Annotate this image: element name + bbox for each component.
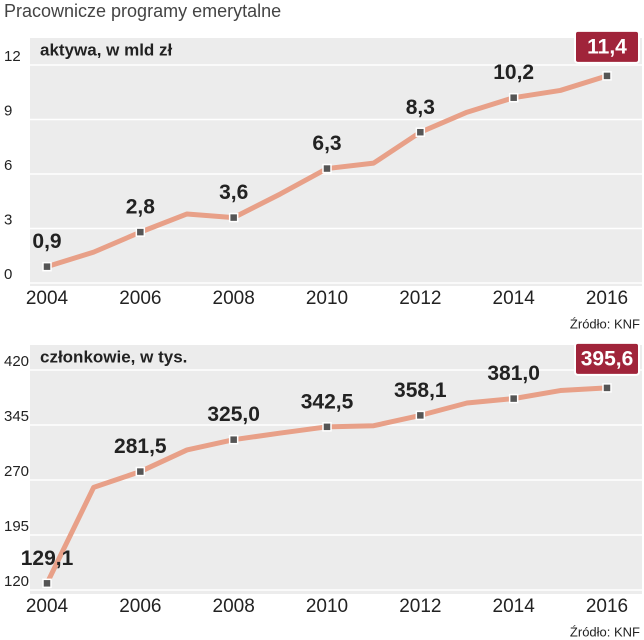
x-tick-label: 2010 <box>306 288 348 309</box>
marker <box>228 434 239 445</box>
x-tick-label: 2008 <box>213 288 255 309</box>
x-tick-label: 2014 <box>493 596 536 617</box>
y-tick-label: 3 <box>4 211 12 228</box>
value-label: 325,0 <box>207 403 260 426</box>
x-tick-label: 2004 <box>26 596 69 617</box>
source: Źródło: KNF <box>570 624 640 639</box>
x-tick-label: 2010 <box>306 596 348 617</box>
marker <box>135 227 146 237</box>
value-label: 2,8 <box>126 196 156 219</box>
y-tick-label: 0 <box>4 266 12 283</box>
value-label: 342,5 <box>301 390 354 413</box>
marker <box>508 393 519 404</box>
x-tick-label: 2006 <box>119 596 161 617</box>
value-label: 10,2 <box>493 61 534 84</box>
value-label: 358,1 <box>394 379 447 402</box>
x-tick-label: 2006 <box>119 288 161 309</box>
marker <box>602 383 612 393</box>
marker <box>602 71 612 81</box>
value-label: 0,9 <box>32 230 61 253</box>
x-tick-label: 2014 <box>493 288 536 309</box>
y-tick-label: 420 <box>4 353 29 370</box>
x-tick-label: 2012 <box>399 596 441 617</box>
value-label: 129,1 <box>21 547 74 570</box>
page-title: Pracownicze programy emerytalne <box>4 1 281 21</box>
plot-background <box>30 345 642 594</box>
y-tick-label: 12 <box>4 48 21 65</box>
x-tick-label: 2016 <box>586 288 628 309</box>
marker <box>415 127 426 137</box>
x-tick-label: 2004 <box>26 288 69 309</box>
highlight-box <box>574 341 640 376</box>
marker <box>415 410 426 421</box>
x-tick-label: 2012 <box>399 288 441 309</box>
marker <box>228 212 239 223</box>
y-tick-label: 270 <box>4 463 29 480</box>
value-label: 281,5 <box>114 435 167 458</box>
value-label: 8,3 <box>406 96 435 119</box>
source: Źródło: KNF <box>570 316 640 331</box>
subtitle: aktywa, w mld zł <box>40 40 173 59</box>
y-tick-label: 120 <box>4 573 29 590</box>
value-label: 3,6 <box>219 181 248 204</box>
marker <box>42 578 52 589</box>
value-label: 381,0 <box>487 362 540 385</box>
value-label: 11,4 <box>587 35 627 58</box>
marker <box>135 466 146 477</box>
plot-background <box>30 38 642 286</box>
marker <box>42 261 52 272</box>
x-tick-label: 2008 <box>213 596 255 617</box>
x-tick-label: 2016 <box>586 596 628 617</box>
y-tick-label: 6 <box>4 157 12 174</box>
subtitle: członkowie, w tys. <box>40 347 187 366</box>
value-label: 6,3 <box>312 132 341 155</box>
value-label: 395,6 <box>581 347 634 370</box>
highlight-box <box>574 29 640 64</box>
y-tick-label: 345 <box>4 408 29 425</box>
y-tick-label: 195 <box>4 518 29 535</box>
marker <box>322 163 332 174</box>
marker <box>322 422 332 432</box>
y-tick-label: 9 <box>4 102 12 119</box>
marker <box>508 92 519 103</box>
